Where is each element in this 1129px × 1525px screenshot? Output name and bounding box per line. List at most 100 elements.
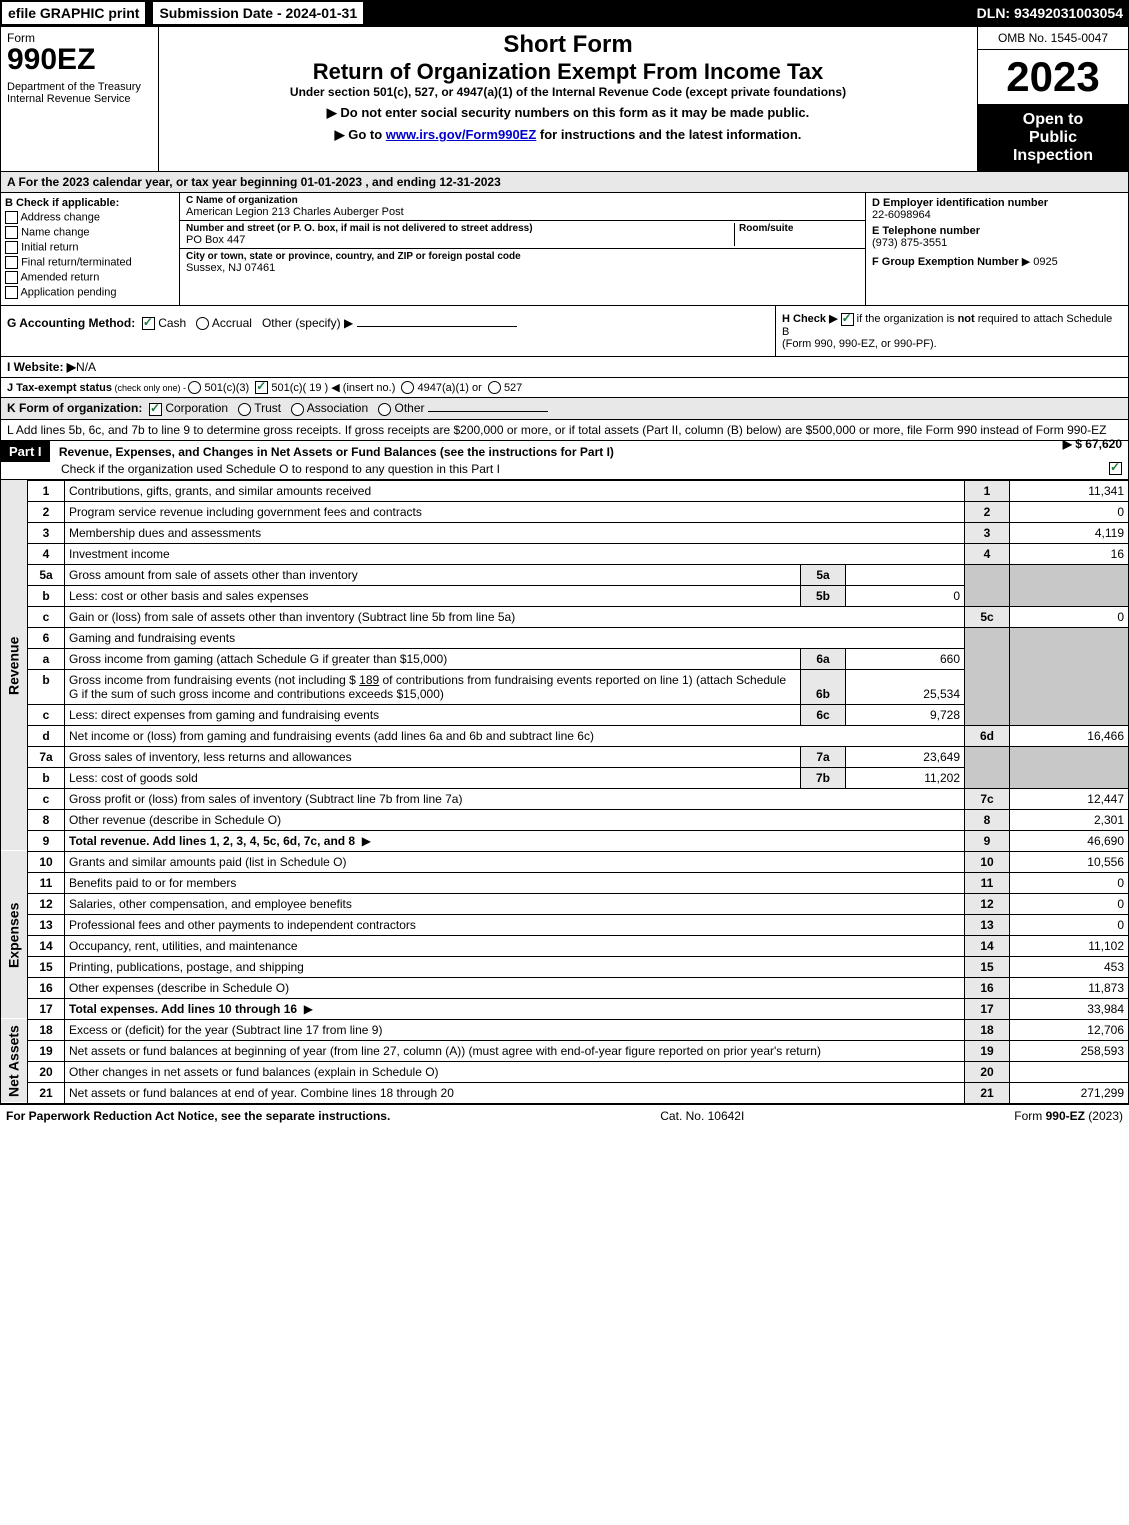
e-label: E Telephone number <box>872 225 1122 237</box>
side-net-assets: Net Assets <box>1 1019 28 1103</box>
form-id-block: Form 990EZ Department of the Treasury In… <box>1 27 159 171</box>
line-2-num: 2 <box>28 501 65 522</box>
rad-4947[interactable] <box>401 381 414 394</box>
line-10-num: 10 <box>28 851 65 872</box>
line-15-val: 453 <box>1010 956 1129 977</box>
line-6-desc: Gaming and fundraising events <box>65 627 965 648</box>
line-5c-rnum: 5c <box>965 606 1010 627</box>
chk-corp[interactable] <box>149 403 162 416</box>
c-room-label: Room/suite <box>739 223 859 234</box>
part1-title: Revenue, Expenses, and Changes in Net As… <box>53 442 620 462</box>
line-17-desc: Total expenses. Add lines 10 through 16 … <box>65 998 965 1019</box>
part1-label: Part I <box>1 441 50 462</box>
chk-application-pending[interactable] <box>5 286 18 299</box>
line-21-num: 21 <box>28 1082 65 1103</box>
line-21-val: 271,299 <box>1010 1082 1129 1103</box>
opt-initial-return: Initial return <box>21 241 78 253</box>
line-7c-desc: Gross profit or (loss) from sales of inv… <box>65 788 965 809</box>
efile-graphic-print[interactable]: efile GRAPHIC print <box>0 0 147 26</box>
line-6a-desc: Gross income from gaming (attach Schedul… <box>65 648 801 669</box>
line-6b-sv: 25,534 <box>846 669 965 704</box>
line-16-num: 16 <box>28 977 65 998</box>
chk-name-change[interactable] <box>5 226 18 239</box>
part1-table: Revenue 1 Contributions, gifts, grants, … <box>0 480 1129 1104</box>
goto-post: for instructions and the latest informat… <box>536 127 801 142</box>
line-20-desc: Other changes in net assets or fund bala… <box>65 1061 965 1082</box>
line-7b-num: b <box>28 767 65 788</box>
row-j: J Tax-exempt status (check only one) - 5… <box>0 378 1129 399</box>
footer-cat-no: Cat. No. 10642I <box>660 1109 744 1123</box>
g-label: G Accounting Method: <box>7 316 135 330</box>
rad-trust[interactable] <box>238 403 251 416</box>
line-1-num: 1 <box>28 480 65 501</box>
row-k: K Form of organization: Corporation Trus… <box>0 398 1129 419</box>
org-name: American Legion 213 Charles Auberger Pos… <box>186 206 859 218</box>
row-i: I Website: ▶N/A <box>0 357 1129 378</box>
line-18-desc: Excess or (deficit) for the year (Subtra… <box>65 1019 965 1040</box>
ein: 22-6098964 <box>872 209 1122 221</box>
rad-assoc[interactable] <box>291 403 304 416</box>
footer-right-pre: Form <box>1014 1109 1045 1123</box>
line-4-num: 4 <box>28 543 65 564</box>
line-7a-sv: 23,649 <box>846 746 965 767</box>
line-10-desc: Grants and similar amounts paid (list in… <box>65 851 965 872</box>
submission-date: Submission Date - 2024-01-31 <box>151 0 365 26</box>
line-15-num: 15 <box>28 956 65 977</box>
opt-527: 527 <box>504 382 522 394</box>
org-street: PO Box 447 <box>186 234 734 246</box>
other-specify-field[interactable] <box>357 326 517 327</box>
line-10-val: 10,556 <box>1010 851 1129 872</box>
org-city: Sussex, NJ 07461 <box>186 262 859 274</box>
grey-5v <box>1010 564 1129 606</box>
short-form-label: Short Form <box>167 31 969 59</box>
h-text1: if the organization is <box>857 313 958 325</box>
line-6-num: 6 <box>28 627 65 648</box>
line-20-num: 20 <box>28 1061 65 1082</box>
side-expenses: Expenses <box>1 851 28 1019</box>
chk-used-schedule-o[interactable] <box>1109 462 1122 475</box>
opt-application-pending: Application pending <box>20 286 116 298</box>
chk-address-change[interactable] <box>5 211 18 224</box>
row-gh: G Accounting Method: Cash Accrual Other … <box>0 306 1129 357</box>
chk-h[interactable] <box>841 313 854 326</box>
side-revenue: Revenue <box>1 480 28 851</box>
line-20-val <box>1010 1061 1129 1082</box>
form-header: Form 990EZ Department of the Treasury In… <box>0 26 1129 172</box>
line-6c-sn: 6c <box>801 704 846 725</box>
form-subtitle: Under section 501(c), 527, or 4947(a)(1)… <box>167 85 969 99</box>
chk-cash[interactable] <box>142 317 155 330</box>
chk-initial-return[interactable] <box>5 241 18 254</box>
rad-501c3[interactable] <box>188 381 201 394</box>
grey-7 <box>965 746 1010 788</box>
grey-7v <box>1010 746 1129 788</box>
line-5c-num: c <box>28 606 65 627</box>
l-text: L Add lines 5b, 6c, and 7b to line 9 to … <box>7 423 1106 437</box>
footer-right-post: (2023) <box>1085 1109 1123 1123</box>
other-org-field[interactable] <box>428 411 548 412</box>
h-text3: (Form 990, 990-EZ, or 990-PF). <box>782 338 937 350</box>
line-11-num: 11 <box>28 872 65 893</box>
goto-line: ▶ Go to www.irs.gov/Form990EZ for instru… <box>167 127 969 143</box>
f-label: F Group Exemption Number <box>872 256 1019 268</box>
open-line2: Public <box>980 129 1126 147</box>
opt-accrual: Accrual <box>212 316 252 330</box>
line-12-desc: Salaries, other compensation, and employ… <box>65 893 965 914</box>
line-21-rnum: 21 <box>965 1082 1010 1103</box>
chk-final-return[interactable] <box>5 256 18 269</box>
irs-link[interactable]: www.irs.gov/Form990EZ <box>386 127 537 142</box>
line-7a-num: 7a <box>28 746 65 767</box>
line-6d-num: d <box>28 725 65 746</box>
line-17-num: 17 <box>28 998 65 1019</box>
chk-amended-return[interactable] <box>5 271 18 284</box>
rad-527[interactable] <box>488 381 501 394</box>
form-title: Return of Organization Exempt From Incom… <box>167 59 969 85</box>
rad-accrual[interactable] <box>196 317 209 330</box>
opt-address-change: Address change <box>20 211 100 223</box>
opt-corp: Corporation <box>165 401 228 415</box>
opt-4947: 4947(a)(1) or <box>418 382 482 394</box>
rad-other-org[interactable] <box>378 403 391 416</box>
block-bcdef: B Check if applicable: Address change Na… <box>0 193 1129 306</box>
chk-501c[interactable] <box>255 381 268 394</box>
line-12-num: 12 <box>28 893 65 914</box>
i-label: I Website: ▶ <box>7 360 76 374</box>
